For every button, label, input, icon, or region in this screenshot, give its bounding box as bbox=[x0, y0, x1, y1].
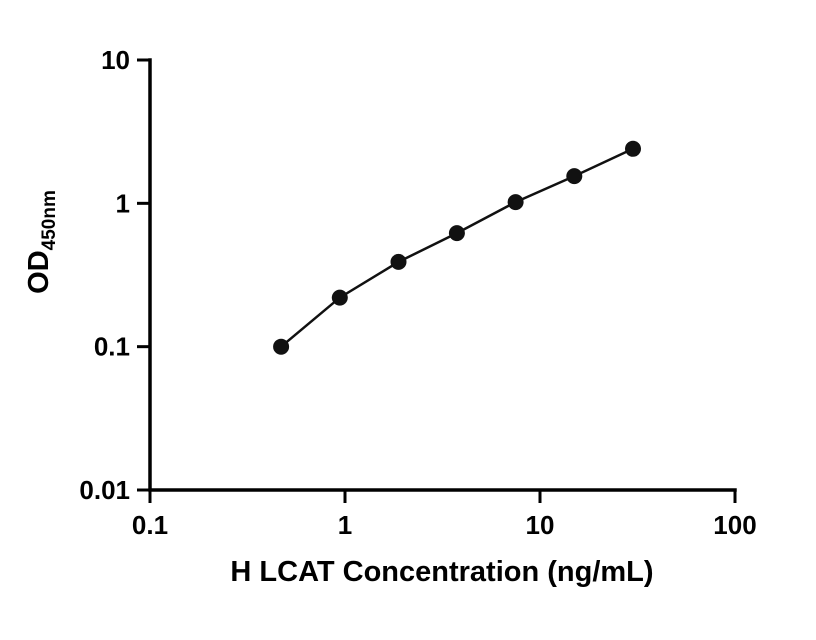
x-axis-label: H LCAT Concentration (ng/mL) bbox=[230, 556, 653, 588]
data-point-marker bbox=[273, 338, 290, 355]
y-tick-label: 0.01 bbox=[79, 475, 130, 505]
data-point-marker bbox=[448, 225, 465, 242]
y-axis-label-main: OD bbox=[23, 250, 55, 294]
data-point-marker bbox=[331, 289, 348, 306]
data-point-marker bbox=[625, 140, 641, 157]
y-axis-label-sub: 450nm bbox=[39, 190, 60, 250]
y-tick-label: 10 bbox=[101, 45, 130, 75]
x-tick-label: 0.1 bbox=[132, 510, 168, 540]
y-axis-label: OD450nm bbox=[23, 190, 60, 294]
y-tick-label: 0.1 bbox=[94, 332, 130, 362]
x-tick-label: 10 bbox=[526, 510, 555, 540]
x-tick-label: 100 bbox=[713, 510, 756, 540]
data-point-marker bbox=[390, 253, 407, 270]
data-point-marker bbox=[507, 194, 524, 211]
y-tick-label: 1 bbox=[116, 188, 130, 218]
data-point-marker bbox=[566, 168, 583, 185]
axis-lines bbox=[148, 58, 737, 492]
x-tick-label: 1 bbox=[338, 510, 352, 540]
